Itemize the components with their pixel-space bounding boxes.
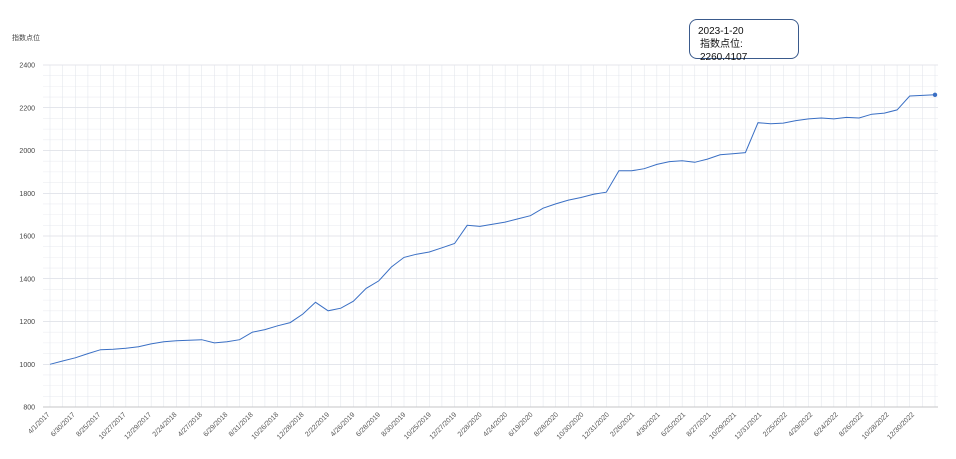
x-tick-label: 6/28/2019 [355,411,382,438]
x-tick-label: 8/25/2017 [75,411,102,438]
x-tick-label: 8/31/2018 [228,411,255,438]
y-tick-label: 1600 [19,234,35,241]
x-tick-label: 8/27/2021 [686,411,713,438]
x-tick-label: 12/29/2017 [123,411,153,441]
x-tick-label: 12/28/2018 [276,411,306,441]
x-tick-label: 12/31/2020 [581,411,611,441]
x-tick-label: 4/27/2018 [177,411,204,438]
x-tick-label: 6/19/2020 [508,411,535,438]
x-tick-label: 6/29/2018 [202,411,229,438]
tooltip-date: 2023-1-20 [698,26,744,37]
series-layer [49,92,938,365]
chart-grid [43,64,938,408]
y-tick-label: 2000 [19,148,35,155]
x-tick-label: 4/30/2021 [635,411,662,438]
y-tick-label: 1400 [19,276,35,283]
highlighted-data-point[interactable] [932,92,938,98]
x-tick-label: 12/31/2021 [734,411,764,441]
x-tick-label: 4/26/2019 [330,411,357,438]
x-tick-label: 4/1/2017 [27,411,51,435]
y-tick-label: 2400 [19,63,35,70]
tooltip-label: 指数点位 [700,39,740,50]
x-tick-label: 12/27/2019 [429,411,459,441]
x-tick-label: 4/29/2022 [787,411,814,438]
x-tick-label: 8/30/2019 [380,411,407,438]
y-axis-label: 指数点位 [12,33,40,42]
y-tick-label: 1200 [19,319,35,326]
x-tick-label: 6/25/2021 [660,411,687,438]
x-tick-label: 2/25/2022 [762,411,789,438]
x-tick-label: 4/24/2020 [482,411,509,438]
tooltip-value: 2260.4107 [700,52,748,63]
x-axis-ticks: 4/1/20176/30/20178/25/201710/27/201712/2… [27,411,916,441]
x-tick-label: 2/26/2021 [609,411,636,438]
x-tick-label: 2/22/2019 [304,411,331,438]
y-axis-ticks: 800 1000 1200 1400 1600 1800 2000 2200 2400 [19,63,35,412]
y-tick-label: 2200 [19,105,35,112]
x-tick-label: 6/24/2022 [813,411,840,438]
y-tick-label: 1000 [19,362,35,369]
tooltip-value-row: 指数点位: 2260.4107 [700,39,748,63]
x-tick-label: 2/24/2018 [152,411,179,438]
y-tick-label: 800 [23,405,35,412]
x-tick-label: 8/26/2022 [838,411,865,438]
x-tick-label: 2/28/2020 [457,411,484,438]
series-line [49,94,936,365]
data-tooltip: 2023-1-20 指数点位: 2260.4107 [689,19,799,63]
y-tick-label: 1800 [19,191,35,198]
x-tick-label: 6/30/2017 [50,411,77,438]
x-tick-label: 8/28/2020 [533,411,560,438]
x-tick-label: 12/30/2022 [886,411,916,441]
